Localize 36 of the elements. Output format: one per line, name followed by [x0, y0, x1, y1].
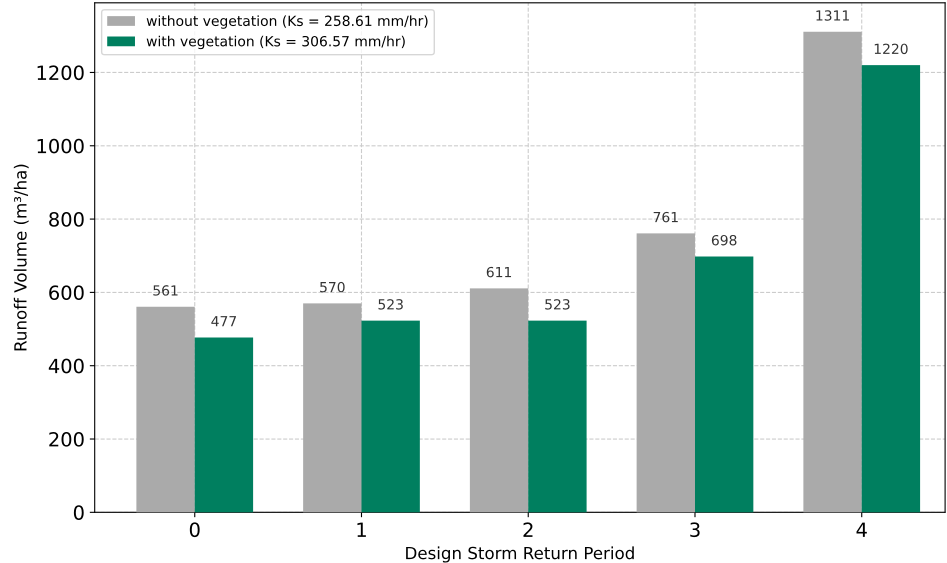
x-tick-label: 1 [357, 522, 366, 537]
bar [862, 65, 920, 512]
y-tick-label: 0 [74, 505, 84, 520]
legend-label: without vegetation (Ks = 258.61 mm/hr) [146, 15, 428, 29]
bar [470, 288, 528, 512]
bar [636, 233, 695, 512]
y-axis-title: Runoff Volume (m³/ha) [14, 164, 29, 350]
bar [136, 306, 195, 512]
data-label: 477 [211, 316, 236, 326]
data-label: 1311 [816, 10, 849, 21]
y-tick-label: 800 [49, 212, 84, 227]
x-tick-label: 0 [190, 522, 200, 538]
y-tick-label: 600 [49, 285, 84, 300]
data-label: 561 [153, 285, 178, 296]
bar [194, 337, 254, 512]
data-label: 570 [320, 282, 345, 292]
x-tick-label: 3 [690, 522, 700, 538]
bar [694, 256, 754, 512]
bar [528, 320, 587, 512]
bar [803, 32, 862, 512]
data-label: 611 [486, 266, 512, 278]
data-label: 1220 [874, 44, 908, 54]
data-label: 698 [712, 234, 736, 246]
y-tick-label: 1200 [38, 65, 84, 80]
legend-label: with vegetation (Ks = 306.57 mm/hr) [146, 36, 405, 50]
data-label: 523 [378, 299, 403, 310]
y-tick-label: 200 [49, 432, 84, 447]
x-tick-label: 2 [523, 522, 532, 537]
data-label: 761 [654, 212, 678, 222]
x-axis-title: Design Storm Return Period [406, 546, 634, 563]
data-label: 523 [545, 299, 570, 310]
bar [361, 320, 420, 512]
bar [303, 303, 362, 512]
y-tick-label: 1000 [38, 138, 84, 154]
x-tick-label: 4 [856, 522, 867, 537]
y-tick-label: 400 [48, 358, 84, 374]
